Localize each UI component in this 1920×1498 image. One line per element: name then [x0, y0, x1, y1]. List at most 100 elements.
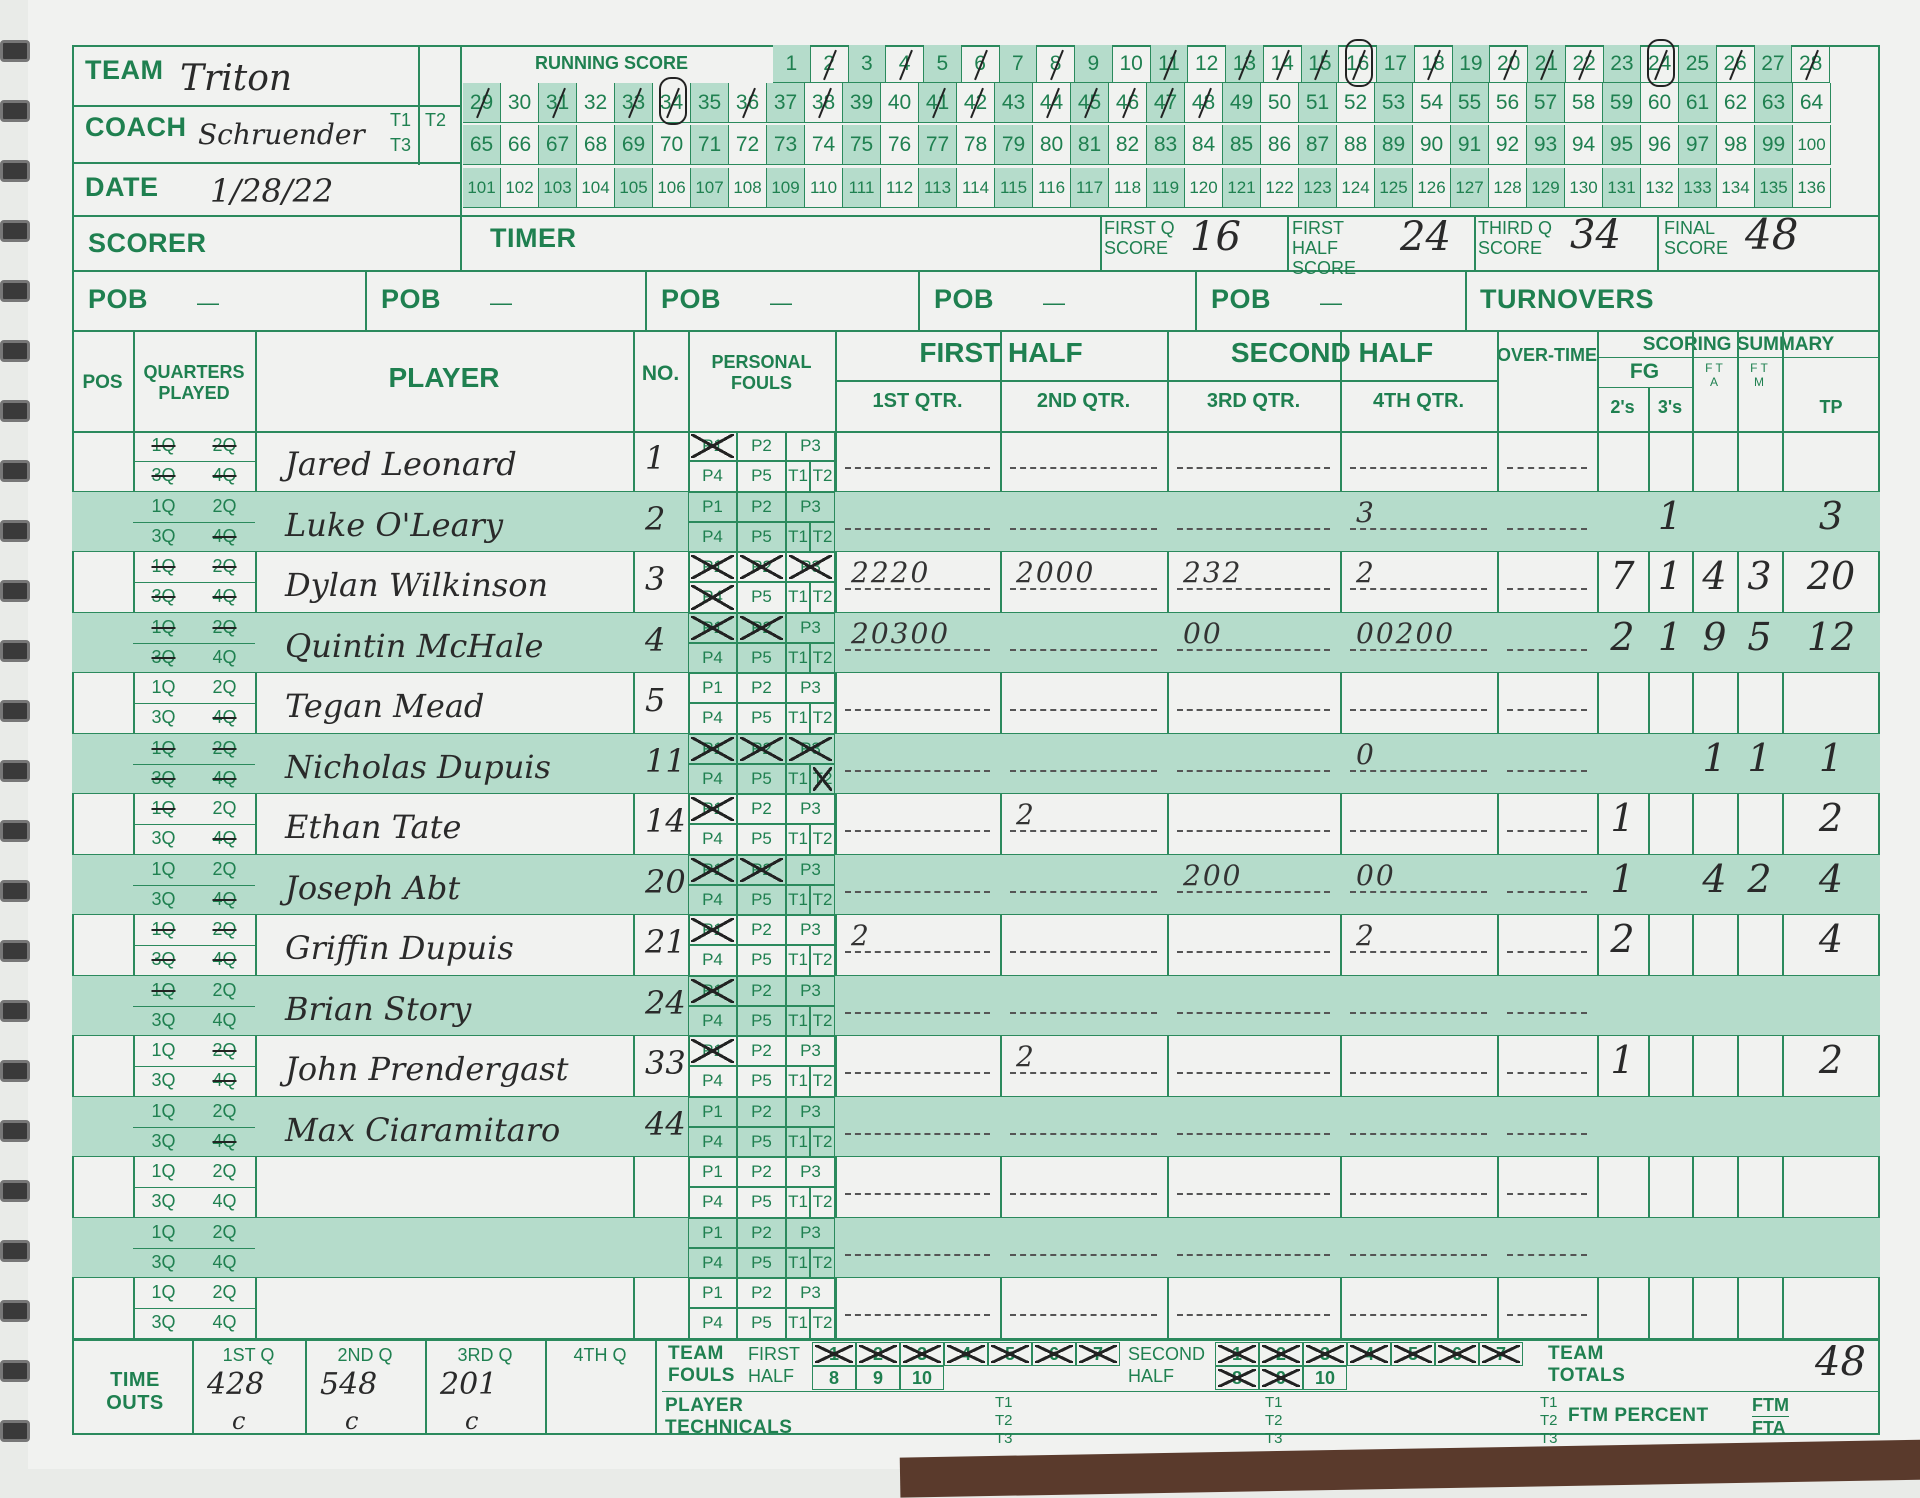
foul-box-P3[interactable]: P3: [786, 1217, 835, 1248]
running-score-box-43[interactable]: 43: [995, 83, 1033, 123]
foul-box-P5[interactable]: P5: [737, 703, 786, 734]
quarter-played-2Q[interactable]: 2Q: [212, 858, 237, 879]
player-name[interactable]: Dylan Wilkinson: [285, 566, 549, 604]
running-score-box-94[interactable]: 94: [1565, 125, 1603, 165]
score-cell-q4[interactable]: [1350, 980, 1487, 1014]
running-score-box-72[interactable]: 72: [729, 125, 767, 165]
running-score-box-135[interactable]: 135: [1755, 168, 1793, 208]
running-score-box-48[interactable]: 48: [1185, 83, 1223, 123]
timeout-mark[interactable]: c: [465, 1406, 479, 1435]
quarter-played-2Q[interactable]: 2Q: [212, 1040, 237, 1060]
running-score-box-117[interactable]: 117: [1071, 168, 1109, 208]
running-score-box-54[interactable]: 54: [1413, 83, 1451, 123]
foul-box-P1[interactable]: P1: [688, 1278, 737, 1309]
quarter-played-2Q[interactable]: 2Q: [212, 556, 237, 576]
score-cell-q4[interactable]: 0: [1350, 738, 1487, 772]
running-score-box-18[interactable]: 18: [1414, 45, 1453, 83]
foul-box-P1[interactable]: P1: [688, 794, 737, 825]
foul-box-T1[interactable]: T1: [786, 642, 810, 673]
foul-box-P2[interactable]: P2: [737, 491, 786, 522]
quarter-played-1Q[interactable]: 1Q: [151, 798, 176, 818]
summary-fta[interactable]: 4: [1702, 554, 1727, 598]
quarter-played-4Q[interactable]: 4Q: [212, 525, 237, 546]
running-score-box-41[interactable]: 41: [919, 83, 957, 123]
running-score-box-30[interactable]: 30: [501, 83, 539, 123]
foul-box-P2[interactable]: P2: [737, 1036, 786, 1067]
foul-box-P2[interactable]: P2: [737, 1157, 786, 1188]
summary-tp[interactable]: 20: [1806, 554, 1856, 598]
running-score-box-106[interactable]: 106: [653, 168, 691, 208]
foul-box-P1[interactable]: P1: [688, 1217, 737, 1248]
quarter-played-3Q[interactable]: 3Q: [151, 525, 176, 546]
team-foul-first-half-1[interactable]: 1: [812, 1341, 856, 1366]
running-score-box-78[interactable]: 78: [957, 125, 995, 165]
running-score-box-17[interactable]: 17: [1377, 45, 1415, 83]
score-cell-ot[interactable]: [1507, 677, 1587, 711]
running-score-box-71[interactable]: 71: [691, 125, 729, 165]
team-foul-first-half-2[interactable]: 2: [856, 1341, 900, 1366]
foul-box-T1[interactable]: T1: [786, 1247, 810, 1278]
running-score-box-122[interactable]: 122: [1261, 168, 1299, 208]
foul-box-P1[interactable]: P1: [688, 552, 737, 583]
foul-box-T2[interactable]: T2: [810, 1005, 835, 1036]
running-score-box-16[interactable]: 16: [1339, 39, 1377, 87]
quarter-played-2Q[interactable]: 2Q: [212, 1282, 237, 1302]
foul-box-P1[interactable]: P1: [688, 915, 737, 946]
foul-box-T2[interactable]: T2: [810, 1308, 835, 1339]
score-cell-q1[interactable]: [845, 496, 990, 530]
quarter-played-2Q[interactable]: 2Q: [212, 495, 237, 516]
foul-box-P3[interactable]: P3: [786, 552, 835, 583]
running-score-box-36[interactable]: 36: [729, 83, 767, 123]
quarter-played-3Q[interactable]: 3Q: [151, 707, 176, 728]
technical-T2[interactable]: T2: [1265, 1411, 1283, 1429]
player-number[interactable]: 11: [645, 741, 686, 780]
score-cell-q2[interactable]: 2: [1010, 798, 1157, 832]
running-score-box-34[interactable]: 34: [653, 77, 691, 125]
running-score-box-92[interactable]: 92: [1489, 125, 1527, 165]
foul-box-P4[interactable]: P4: [688, 884, 737, 915]
score-cell-q1[interactable]: [845, 1161, 990, 1195]
timeout-mark[interactable]: c: [232, 1406, 246, 1435]
technical-T3[interactable]: T3: [995, 1429, 1013, 1447]
foul-box-P3[interactable]: P3: [786, 612, 835, 643]
foul-box-P4[interactable]: P4: [688, 703, 737, 734]
score-cell-q3[interactable]: [1177, 435, 1330, 469]
running-score-box-103[interactable]: 103: [539, 168, 577, 208]
team-foul-second-half-7[interactable]: 7: [1479, 1341, 1523, 1366]
foul-box-P5[interactable]: P5: [737, 1247, 786, 1278]
running-score-box-108[interactable]: 108: [729, 168, 767, 208]
running-score-box-79[interactable]: 79: [995, 125, 1033, 165]
player-name[interactable]: Joseph Abt: [285, 868, 461, 907]
team-foul-first-half-5[interactable]: 5: [988, 1341, 1032, 1366]
quarter-played-3Q[interactable]: 3Q: [151, 646, 176, 667]
running-score-box-21[interactable]: 21: [1528, 45, 1566, 83]
running-score-box-29[interactable]: 29: [463, 83, 501, 123]
quarter-played-3Q[interactable]: 3Q: [151, 586, 176, 607]
summary-fta[interactable]: 1: [1702, 735, 1727, 780]
foul-box-P4[interactable]: P4: [688, 1247, 737, 1278]
running-score-box-63[interactable]: 63: [1755, 83, 1793, 123]
summary-tp[interactable]: 2: [1818, 796, 1844, 840]
team-foul-first-half-4[interactable]: 4: [944, 1341, 988, 1366]
foul-box-P4[interactable]: P4: [688, 582, 737, 613]
foul-box-T2[interactable]: T2: [810, 1126, 835, 1157]
summary-threes[interactable]: 1: [1657, 493, 1683, 538]
foul-box-T1[interactable]: T1: [786, 1005, 810, 1036]
foul-box-P1[interactable]: P1: [688, 975, 737, 1006]
foul-box-P4[interactable]: P4: [688, 763, 737, 794]
running-score-box-91[interactable]: 91: [1451, 125, 1489, 165]
player-name[interactable]: John Prendergast: [285, 1050, 569, 1088]
quarter-played-2Q[interactable]: 2Q: [212, 677, 237, 697]
player-number[interactable]: 24: [645, 983, 686, 1022]
score-cell-q2[interactable]: [1010, 919, 1157, 953]
score-cell-q3[interactable]: [1177, 980, 1330, 1014]
foul-box-P2[interactable]: P2: [737, 431, 786, 462]
score-cell-q1[interactable]: 20300: [845, 617, 990, 651]
running-score-box-65[interactable]: 65: [463, 125, 501, 165]
foul-box-P4[interactable]: P4: [688, 642, 737, 673]
foul-box-T2[interactable]: T2: [810, 642, 835, 673]
quarter-played-2Q[interactable]: 2Q: [212, 1161, 237, 1181]
score-cell-q4[interactable]: [1350, 1101, 1487, 1135]
timeout-time[interactable]: 428: [207, 1366, 265, 1402]
foul-box-P5[interactable]: P5: [737, 1005, 786, 1036]
